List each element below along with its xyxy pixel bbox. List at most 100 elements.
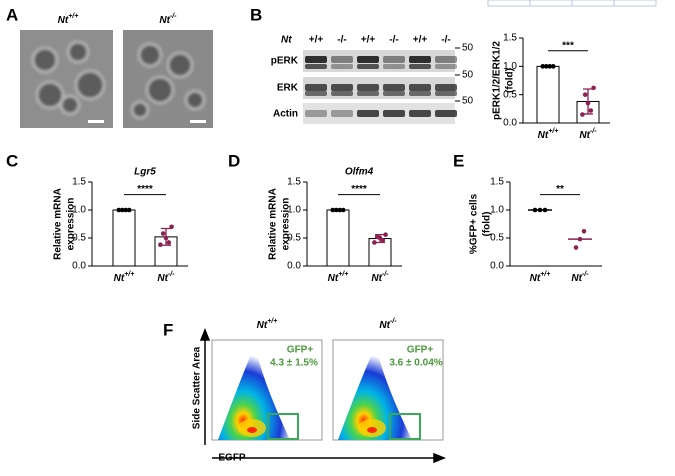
- y-tick-label: 1.5: [72, 177, 86, 188]
- x-tick-label: Nt+/+: [538, 128, 559, 141]
- blot-band: [357, 91, 379, 96]
- western-blot: [303, 50, 457, 124]
- data-point: [160, 231, 166, 236]
- lane-label: +/+: [413, 35, 428, 46]
- marker-label: 50: [462, 70, 474, 81]
- blot-band: [409, 84, 431, 91]
- panel-label: D: [228, 151, 240, 170]
- blot-band: [383, 91, 405, 96]
- genotype-label: Nt-/-: [159, 13, 177, 26]
- data-point: [573, 245, 579, 250]
- gate-label: GFP+: [287, 345, 314, 356]
- panel-label: A: [6, 5, 18, 24]
- y-axis-label: Side Scatter Area: [192, 346, 203, 429]
- micrograph: [20, 30, 213, 128]
- chart-title: Lgr5: [134, 167, 156, 178]
- category-sup: -/-: [168, 271, 175, 278]
- significance-label: **: [556, 184, 564, 195]
- y-tick-label: 0.5: [490, 233, 504, 244]
- data-point: [330, 207, 336, 213]
- data-point: [166, 240, 172, 245]
- category-name: Nt: [571, 273, 582, 284]
- bar: [112, 209, 136, 267]
- panel-label: C: [6, 151, 18, 170]
- data-point: [333, 207, 339, 213]
- bar: [536, 65, 560, 124]
- y-tick-label: 0.5: [287, 233, 301, 244]
- data-point: [380, 237, 386, 243]
- x-tick-label: Nt+/+: [328, 271, 349, 284]
- gate-label: GFP+: [407, 345, 434, 356]
- blot-band: [409, 56, 431, 63]
- data-point: [581, 228, 587, 234]
- category-name: Nt: [114, 273, 125, 284]
- y-axis-label: Relative mRNA: [53, 188, 64, 260]
- data-point: [116, 207, 122, 213]
- blot-band: [383, 56, 405, 63]
- blot-band: [331, 56, 353, 63]
- y-axis-label: (fold): [505, 68, 516, 93]
- y-tick-label: 1.0: [503, 61, 517, 72]
- data-point: [163, 235, 169, 241]
- y-axis-label: (fold): [482, 212, 493, 237]
- data-point: [169, 224, 174, 230]
- lane-label: -/-: [389, 35, 398, 46]
- data-point: [119, 207, 125, 213]
- x-tick-label: Nt+/+: [530, 271, 551, 284]
- flow-axes: [199, 327, 447, 464]
- x-tick-label: Nt-/-: [571, 271, 589, 284]
- category-name: Nt: [579, 130, 590, 141]
- x-tick-label: Nt-/-: [371, 271, 389, 284]
- data-point: [537, 207, 543, 213]
- data-point: [542, 207, 548, 213]
- blot-band: [305, 91, 327, 96]
- blot-band: [305, 84, 327, 91]
- table-fragment: [487, 0, 657, 7]
- blot-band: [357, 56, 379, 63]
- y-tick-label: 0.0: [287, 261, 301, 272]
- blot-band: [357, 64, 379, 69]
- genotype-label: Nt-/-: [379, 318, 397, 331]
- data-point: [577, 236, 583, 242]
- y-tick-label: 1.5: [503, 33, 517, 44]
- blot-band: [435, 91, 457, 96]
- marker-label: 50: [462, 96, 474, 107]
- y-tick-label: 0.0: [490, 261, 504, 272]
- gate-value: 4.3 ± 1.5%: [270, 358, 318, 369]
- data-point: [543, 64, 549, 69]
- data-point: [340, 207, 346, 213]
- data-point: [591, 85, 596, 91]
- data-point: [158, 242, 163, 248]
- y-tick-label: 1.5: [287, 177, 301, 188]
- data-point: [383, 232, 388, 237]
- significance-label: ****: [351, 184, 367, 195]
- y-axis-label: %GFP+ cells: [469, 193, 480, 254]
- y-tick-label: 1.0: [490, 205, 504, 216]
- data-point: [547, 64, 553, 69]
- panel-label: E: [453, 151, 464, 170]
- blot-band: [331, 110, 353, 117]
- data-point: [540, 64, 546, 69]
- data-point: [550, 64, 556, 69]
- category-name: Nt: [328, 273, 339, 284]
- genotype-label: Nt+/+: [257, 318, 278, 331]
- panel-label: F: [163, 320, 173, 339]
- category-name: Nt: [157, 273, 168, 284]
- blot-band: [383, 110, 405, 117]
- category-sup: +/+: [548, 128, 558, 135]
- y-axis-label: Relative mRNA: [268, 188, 279, 260]
- x-tick-label: Nt-/-: [157, 271, 175, 284]
- blot-row-label: pERK: [271, 56, 299, 67]
- category-name: Nt: [538, 130, 549, 141]
- blot-band: [331, 91, 353, 96]
- bar: [326, 209, 350, 267]
- panel-label: B: [250, 5, 262, 24]
- blot-band: [435, 64, 457, 69]
- marker-label: 50: [462, 43, 474, 54]
- y-tick-label: 0.5: [503, 89, 517, 100]
- lane-label: -/-: [441, 35, 450, 46]
- y-tick-label: 0.0: [503, 118, 517, 129]
- blot-band: [435, 110, 457, 117]
- chart-title: Olfm4: [345, 167, 374, 178]
